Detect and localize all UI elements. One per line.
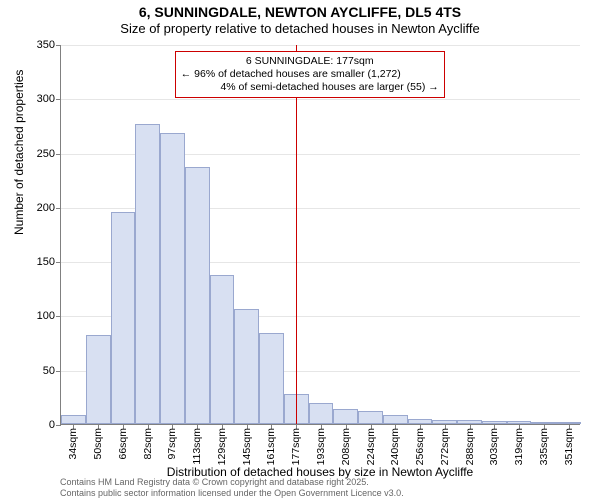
chart-title-block: 6, SUNNINGDALE, NEWTON AYCLIFFE, DL5 4TS… xyxy=(0,4,600,36)
histogram-bar xyxy=(309,403,334,424)
plot-area: 05010015020025030035034sqm50sqm66sqm82sq… xyxy=(60,45,580,425)
xtick-label: 335sqm xyxy=(538,428,550,465)
xtick-label: 50sqm xyxy=(92,428,104,460)
xtick-label: 240sqm xyxy=(389,428,401,465)
histogram-bar xyxy=(135,124,160,424)
ytick-label: 100 xyxy=(37,310,55,322)
xtick-label: 351sqm xyxy=(563,428,575,465)
ytick-mark xyxy=(56,45,61,46)
ytick-label: 200 xyxy=(37,202,55,214)
callout-line-smaller: ← 96% of detached houses are smaller (1,… xyxy=(181,68,439,81)
footer-attribution: Contains HM Land Registry data © Crown c… xyxy=(60,477,404,498)
marker-line xyxy=(296,45,297,424)
marker-callout: 6 SUNNINGDALE: 177sqm← 96% of detached h… xyxy=(175,51,445,98)
histogram-bar xyxy=(61,415,86,424)
chart-title-line2: Size of property relative to detached ho… xyxy=(0,21,600,36)
ytick-mark xyxy=(56,425,61,426)
ytick-label: 250 xyxy=(37,148,55,160)
ytick-mark xyxy=(56,208,61,209)
ytick-mark xyxy=(56,99,61,100)
xtick-label: 177sqm xyxy=(290,428,302,465)
xtick-label: 303sqm xyxy=(488,428,500,465)
ytick-label: 350 xyxy=(37,39,55,51)
footer-line1: Contains HM Land Registry data © Crown c… xyxy=(60,477,404,487)
gridline xyxy=(61,99,580,100)
y-axis-label: Number of detached properties xyxy=(12,70,26,235)
xtick-label: 224sqm xyxy=(365,428,377,465)
ytick-label: 50 xyxy=(43,365,55,377)
gridline xyxy=(61,45,580,46)
ytick-mark xyxy=(56,371,61,372)
ytick-label: 0 xyxy=(49,419,55,431)
callout-line-larger: 4% of semi-detached houses are larger (5… xyxy=(181,81,439,94)
ytick-mark xyxy=(56,154,61,155)
histogram-bar xyxy=(210,275,235,424)
xtick-label: 193sqm xyxy=(315,428,327,465)
ytick-label: 300 xyxy=(37,93,55,105)
xtick-label: 113sqm xyxy=(191,428,203,465)
chart-title-line1: 6, SUNNINGDALE, NEWTON AYCLIFFE, DL5 4TS xyxy=(0,4,600,20)
histogram-bar xyxy=(185,167,210,424)
xtick-label: 34sqm xyxy=(67,428,79,460)
ytick-mark xyxy=(56,316,61,317)
ytick-label: 150 xyxy=(37,256,55,268)
xtick-label: 256sqm xyxy=(414,428,426,465)
xtick-label: 82sqm xyxy=(142,428,154,460)
xtick-label: 319sqm xyxy=(513,428,525,465)
xtick-label: 97sqm xyxy=(166,428,178,460)
histogram-bar xyxy=(86,335,111,424)
xtick-label: 145sqm xyxy=(241,428,253,465)
xtick-label: 161sqm xyxy=(265,428,277,465)
callout-title: 6 SUNNINGDALE: 177sqm xyxy=(181,55,439,68)
histogram-bar xyxy=(160,133,185,424)
xtick-label: 129sqm xyxy=(216,428,228,465)
histogram-bar xyxy=(383,415,408,424)
xtick-label: 272sqm xyxy=(439,428,451,465)
histogram-bar xyxy=(259,333,284,424)
histogram-bar xyxy=(358,411,383,424)
histogram-bar xyxy=(333,409,358,424)
xtick-label: 288sqm xyxy=(464,428,476,465)
footer-line2: Contains public sector information licen… xyxy=(60,488,404,498)
histogram-bar xyxy=(111,212,136,424)
histogram-bar xyxy=(234,309,259,424)
ytick-mark xyxy=(56,262,61,263)
xtick-label: 208sqm xyxy=(340,428,352,465)
xtick-label: 66sqm xyxy=(117,428,129,460)
